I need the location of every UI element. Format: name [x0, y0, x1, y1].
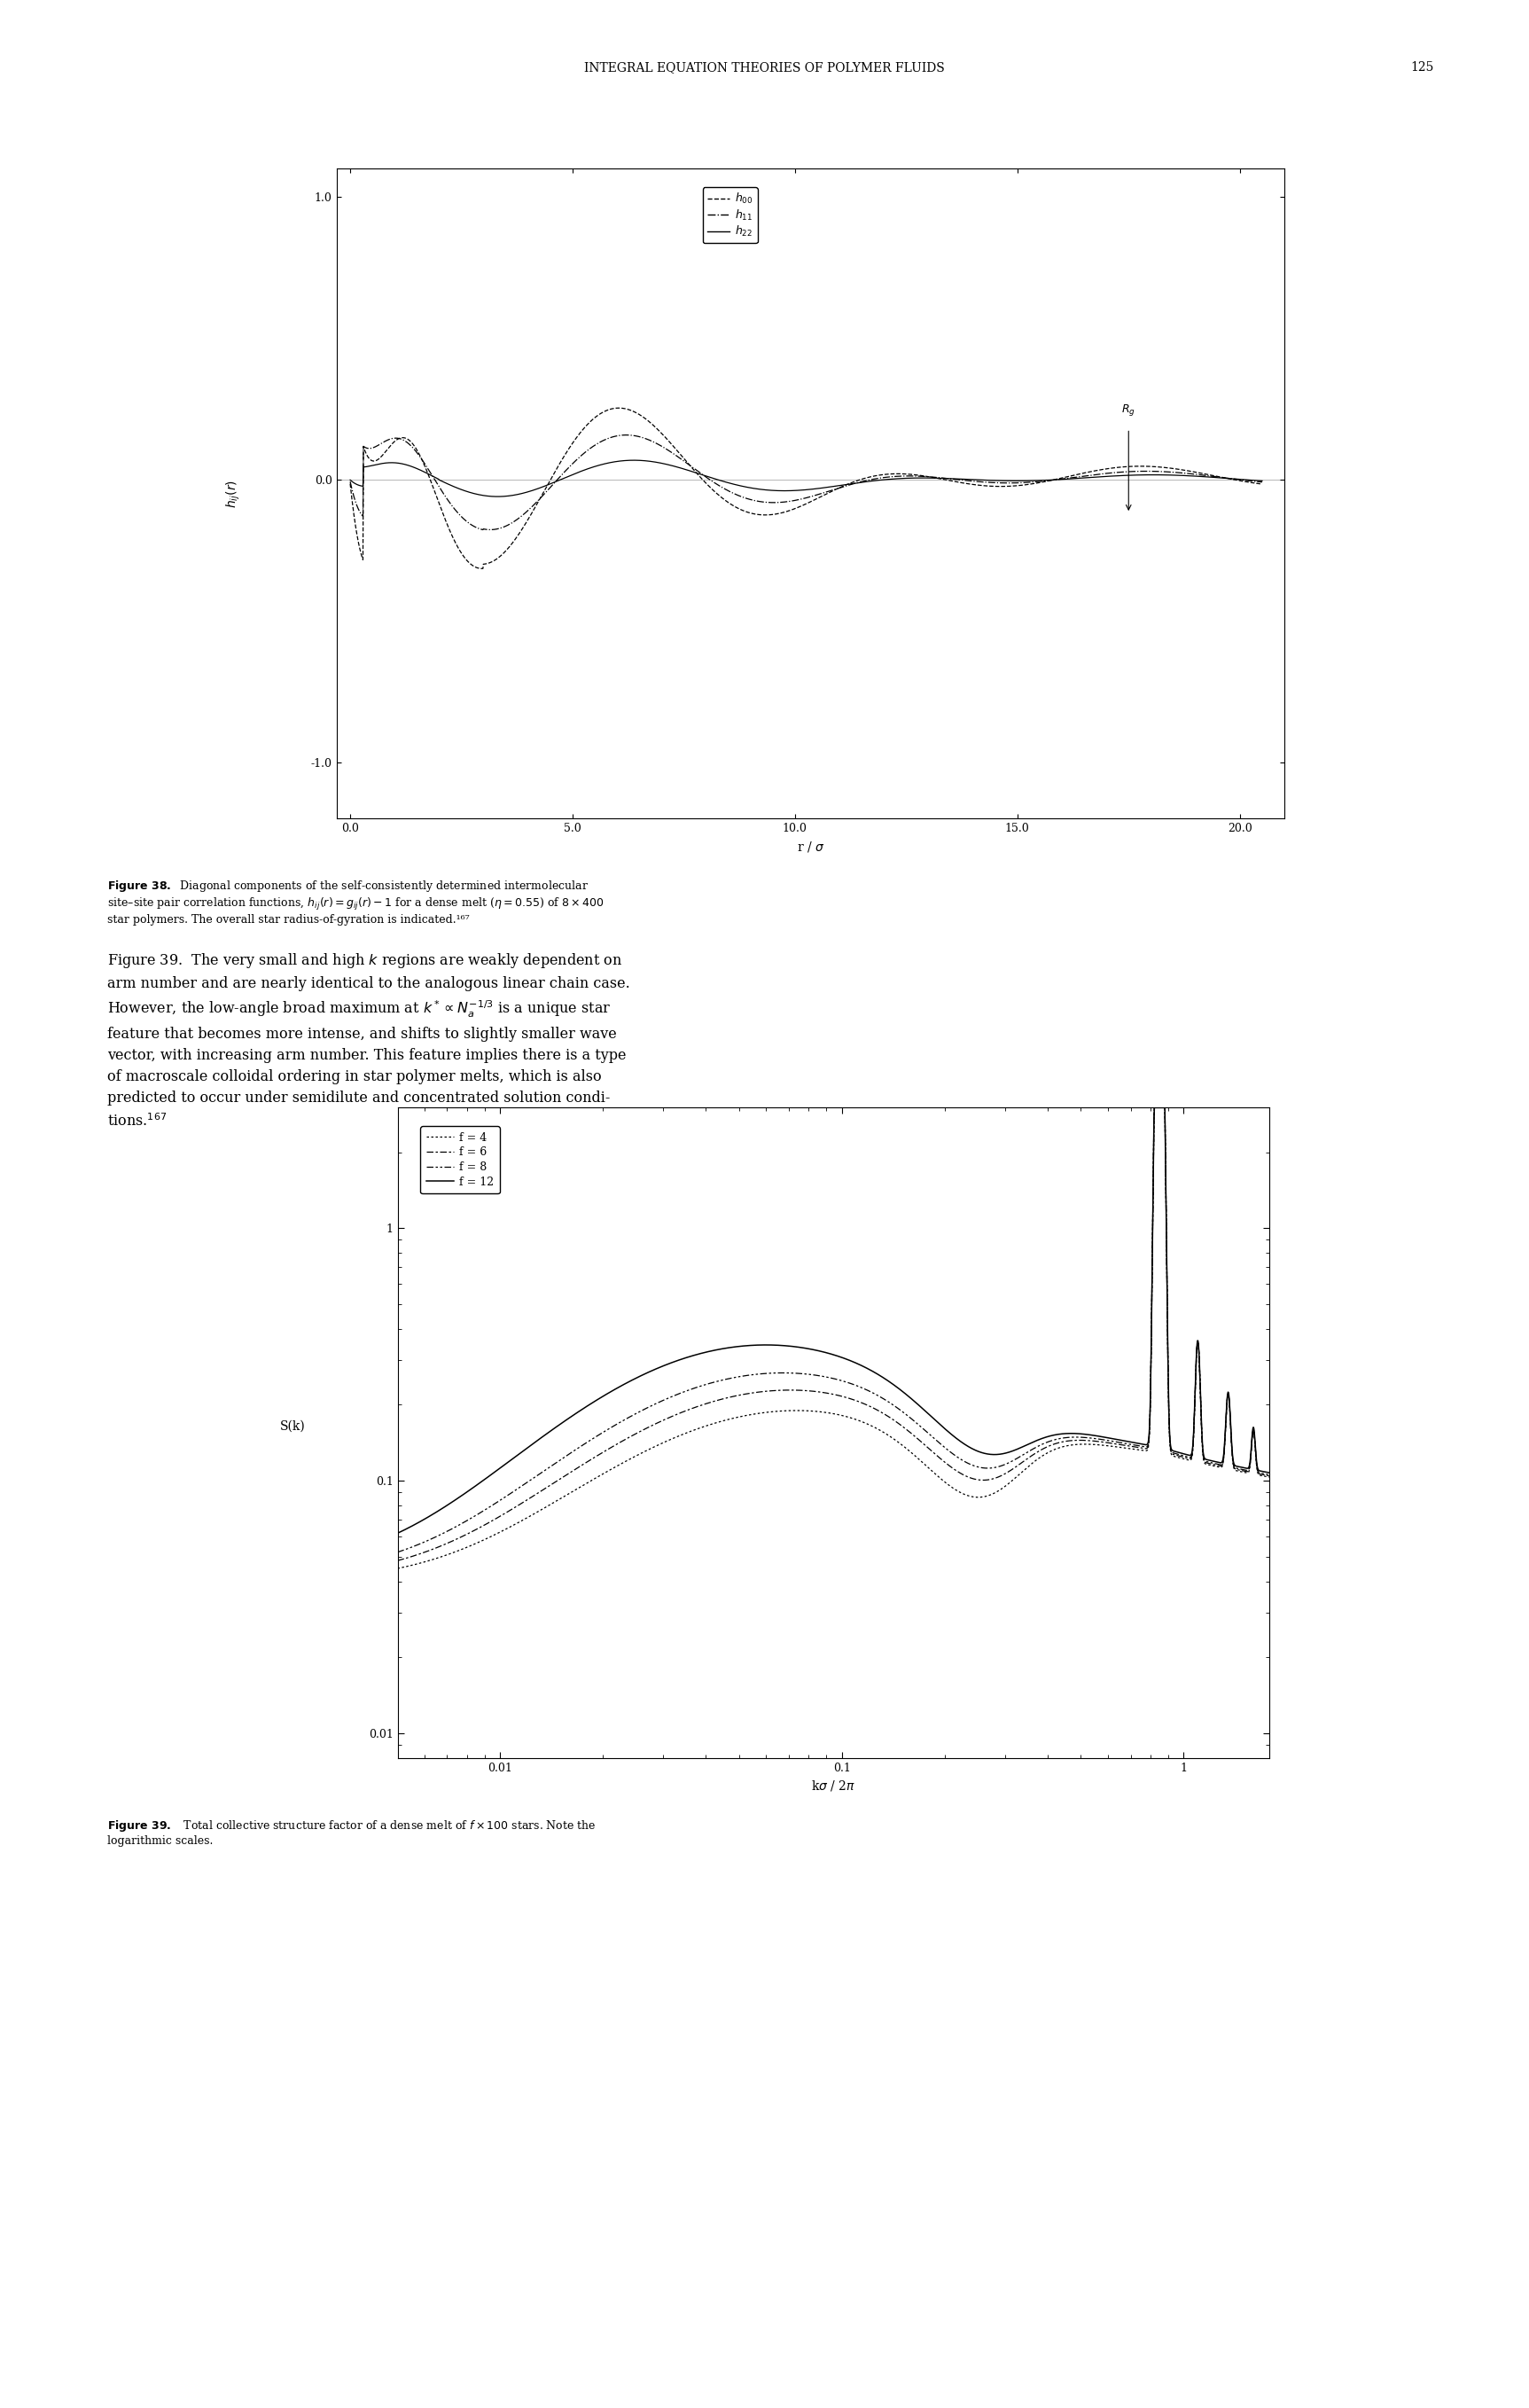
f = 4: [1145, 1093, 1164, 1122]
f = 4: [789, 1397, 807, 1426]
f = 6: [789, 1375, 807, 1404]
$h_{22}$: [761, 477, 780, 506]
$h_{11}$: [786, 486, 804, 515]
X-axis label: r / $\sigma$: r / $\sigma$: [797, 840, 824, 855]
f = 4: [1235, 1457, 1254, 1486]
f = 6: [433, 1531, 451, 1560]
$h_{00}$: [387, 426, 405, 455]
Text: $\mathbf{Figure\ 38.}$  Diagonal components of the self-consistently determined : $\mathbf{Figure\ 38.}$ Diagonal componen…: [107, 879, 604, 925]
$h_{11}$: [618, 421, 636, 450]
f = 12: [1260, 1459, 1278, 1488]
$h_{00}$: [610, 393, 628, 421]
$h_{00}$: [1252, 470, 1271, 498]
f = 12: [812, 1336, 830, 1365]
$h_{11}$: [474, 515, 492, 544]
Line: f = 8: f = 8: [398, 1108, 1269, 1553]
f = 6: [1075, 1426, 1093, 1454]
$h_{11}$: [1226, 465, 1245, 494]
$h_{00}$: [472, 554, 491, 583]
Line: f = 6: f = 6: [398, 1108, 1269, 1560]
f = 8: [789, 1358, 807, 1387]
$h_{00}$: [786, 494, 804, 523]
Text: $\mathbf{Figure\ 39.}$   Total collective structure factor of a dense melt of $f: $\mathbf{Figure\ 39.}$ Total collective …: [107, 1818, 596, 1847]
f = 4: [812, 1397, 830, 1426]
$h_{22}$: [341, 465, 359, 494]
$h_{22}$: [1226, 465, 1245, 494]
$h_{11}$: [341, 467, 359, 496]
f = 6: [1145, 1093, 1164, 1122]
f = 8: [1235, 1454, 1254, 1483]
Line: f = 12: f = 12: [398, 1108, 1269, 1534]
X-axis label: k$\sigma$ / 2$\pi$: k$\sigma$ / 2$\pi$: [810, 1780, 856, 1794]
f = 12: [1234, 1454, 1252, 1483]
Line: $h_{22}$: $h_{22}$: [350, 460, 1261, 496]
f = 12: [1235, 1454, 1254, 1483]
Text: Figure 39.  The very small and high $k$ regions are weakly dependent on
arm numb: Figure 39. The very small and high $k$ r…: [107, 951, 630, 1129]
$h_{22}$: [1228, 465, 1246, 494]
f = 8: [812, 1361, 830, 1389]
Text: $R_g$: $R_g$: [1122, 402, 1136, 417]
Line: $h_{00}$: $h_{00}$: [350, 407, 1261, 568]
$h_{22}$: [786, 477, 804, 506]
f = 6: [1235, 1457, 1254, 1486]
f = 12: [433, 1493, 451, 1522]
Legend: $h_{00}$, $h_{11}$, $h_{22}$: $h_{00}$, $h_{11}$, $h_{22}$: [703, 188, 757, 243]
f = 6: [1260, 1462, 1278, 1491]
$h_{22}$: [488, 482, 506, 510]
Text: INTEGRAL EQUATION THEORIES OF POLYMER FLUIDS: INTEGRAL EQUATION THEORIES OF POLYMER FL…: [584, 60, 945, 75]
$h_{00}$: [341, 470, 359, 498]
f = 4: [388, 1553, 407, 1582]
Y-axis label: $h_{ij}(r)$: $h_{ij}(r)$: [225, 479, 242, 508]
f = 8: [1145, 1093, 1164, 1122]
f = 8: [1234, 1454, 1252, 1483]
$h_{11}$: [1060, 465, 1078, 494]
$h_{11}$: [1252, 467, 1271, 496]
$h_{22}$: [1060, 465, 1078, 494]
f = 4: [1075, 1430, 1093, 1459]
$h_{00}$: [761, 501, 780, 530]
Line: $h_{11}$: $h_{11}$: [350, 436, 1261, 530]
f = 4: [433, 1541, 451, 1570]
f = 6: [812, 1377, 830, 1406]
$h_{22}$: [1252, 467, 1271, 496]
f = 4: [1260, 1462, 1278, 1491]
Legend: f = 4, f = 6, f = 8, f = 12: f = 4, f = 6, f = 8, f = 12: [420, 1127, 500, 1194]
f = 6: [1234, 1457, 1252, 1486]
$h_{00}$: [1060, 462, 1078, 491]
$h_{00}$: [1226, 465, 1245, 494]
f = 12: [1145, 1093, 1164, 1122]
f = 8: [1075, 1423, 1093, 1452]
f = 6: [388, 1546, 407, 1575]
$h_{11}$: [1228, 465, 1246, 494]
f = 12: [1075, 1421, 1093, 1450]
Line: f = 4: f = 4: [398, 1108, 1269, 1568]
$h_{11}$: [387, 424, 405, 453]
Text: 125: 125: [1410, 60, 1434, 75]
$h_{22}$: [387, 448, 405, 477]
Y-axis label: S(k): S(k): [280, 1421, 306, 1433]
f = 12: [789, 1332, 807, 1361]
f = 12: [388, 1519, 407, 1548]
f = 8: [433, 1519, 451, 1548]
$h_{00}$: [1228, 465, 1246, 494]
f = 8: [1260, 1459, 1278, 1488]
$h_{11}$: [761, 489, 780, 518]
$h_{22}$: [625, 445, 644, 474]
f = 4: [1234, 1457, 1252, 1486]
f = 8: [388, 1539, 407, 1568]
